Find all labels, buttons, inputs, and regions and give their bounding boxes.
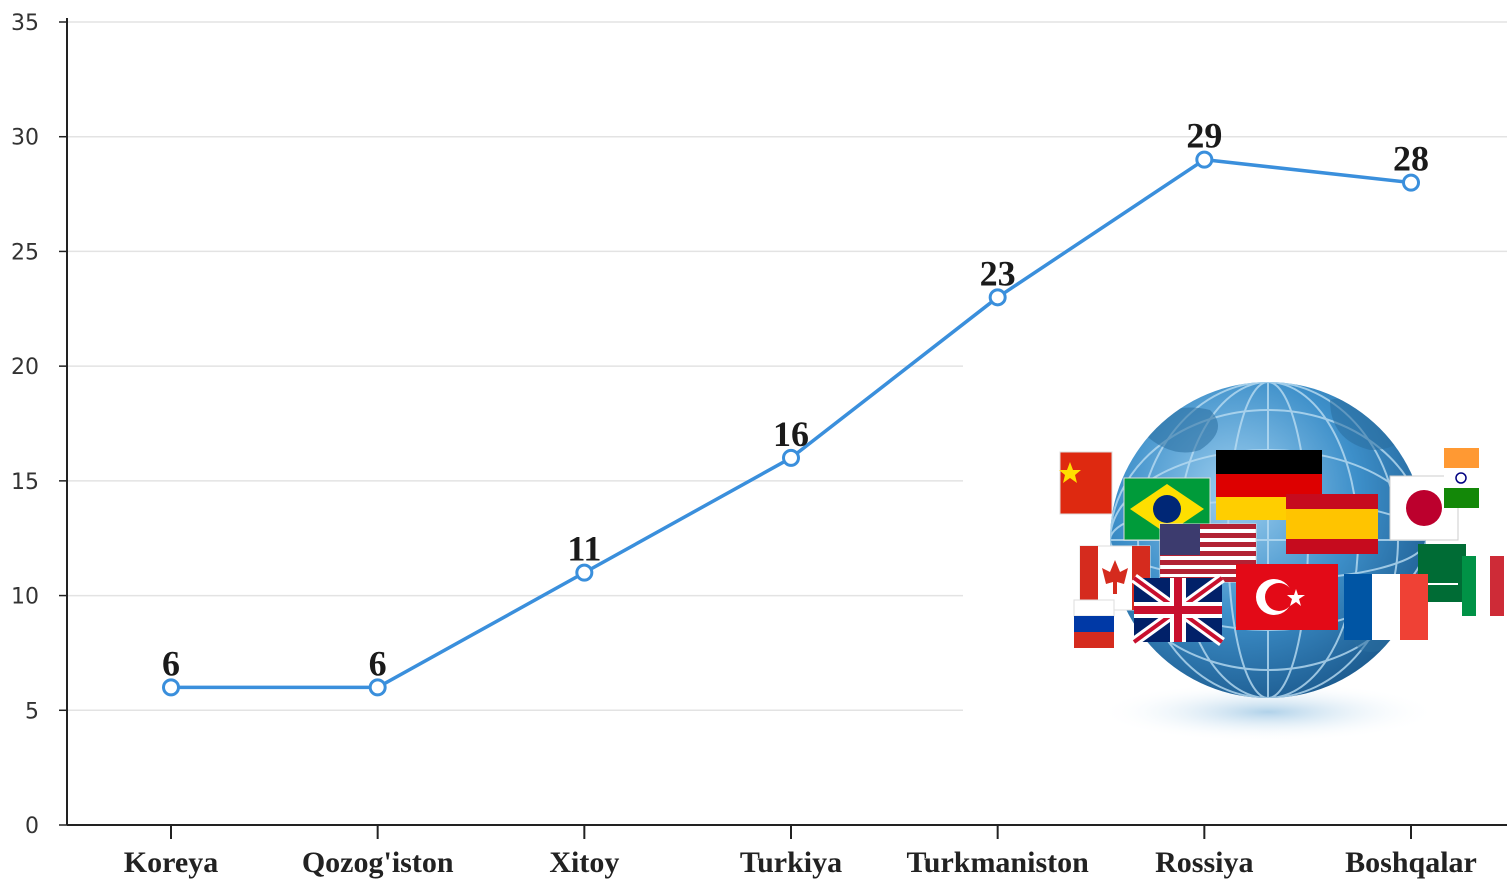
flag-india [1444, 448, 1479, 508]
flag-china [1059, 451, 1113, 515]
data-point [162, 678, 180, 697]
x-tick-label: Koreya [124, 846, 218, 879]
y-tick-label: 5 [25, 699, 39, 724]
data-label: 16 [773, 414, 809, 454]
x-axis-ticks: Koreya Qozog'iston Xitoy Turkiya Turkmanisto… [124, 846, 1477, 879]
y-axis-ticks: 0 5 10 15 20 25 30 35 [11, 11, 39, 839]
flag-russia [1073, 599, 1115, 648]
x-tick-label: Boshqalar [1345, 846, 1477, 879]
y-tick-label: 30 [11, 126, 39, 151]
y-tick-label: 20 [11, 355, 39, 380]
data-labels: 6 6 11 16 23 29 28 [162, 116, 1429, 684]
y-tick-label: 15 [11, 470, 39, 495]
flag-uk [1131, 573, 1225, 647]
data-label: 6 [369, 643, 387, 683]
flag-italy [1462, 556, 1504, 616]
x-tick-label: Turkmaniston [907, 846, 1090, 879]
flag-turkey [1236, 564, 1338, 630]
data-point [368, 678, 387, 697]
data-point [1195, 150, 1214, 169]
data-point [575, 563, 594, 582]
x-tick-label: Qozog'iston [302, 846, 454, 879]
flag-spain [1286, 494, 1378, 554]
data-label: 29 [1186, 116, 1222, 156]
data-point [988, 288, 1007, 307]
data-point [782, 448, 800, 467]
data-label: 23 [980, 253, 1016, 293]
y-tick-label: 0 [25, 814, 39, 839]
axes [59, 18, 1507, 839]
y-tick-label: 25 [11, 240, 39, 265]
flag-france [1344, 574, 1428, 640]
data-label: 28 [1393, 139, 1429, 179]
y-tick-label: 35 [11, 11, 39, 36]
data-label: 6 [162, 643, 180, 683]
x-tick-label: Turkiya [740, 846, 842, 879]
y-tick-label: 10 [11, 585, 39, 610]
data-points [162, 150, 1420, 697]
data-point [1402, 173, 1420, 192]
globe-flags-image [963, 318, 1509, 783]
x-tick-label: Xitoy [549, 846, 619, 879]
grid-lines [67, 21, 1507, 712]
data-label: 11 [567, 529, 601, 569]
x-tick-label: Rossiya [1155, 846, 1253, 879]
